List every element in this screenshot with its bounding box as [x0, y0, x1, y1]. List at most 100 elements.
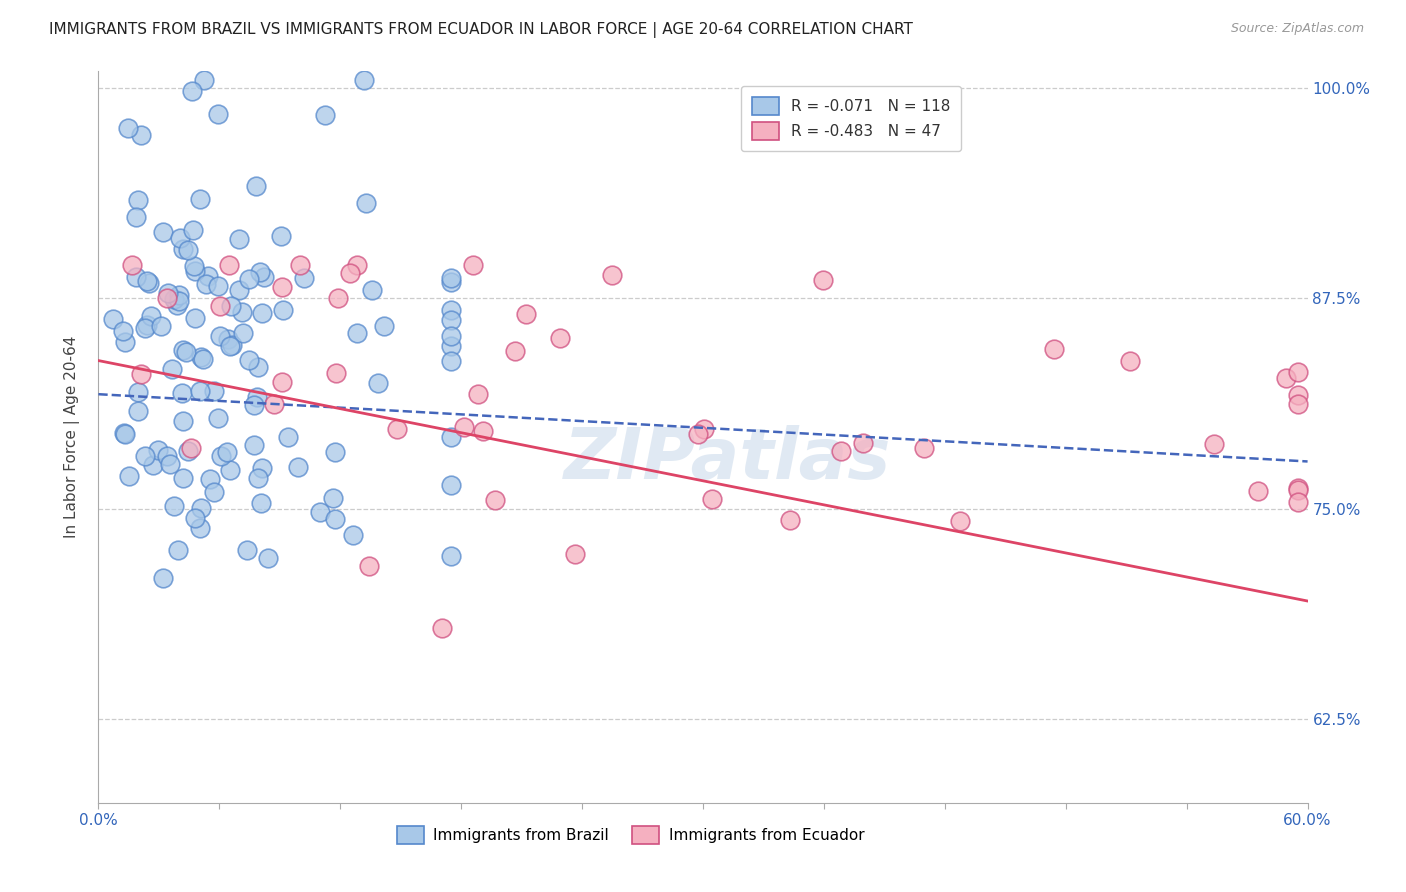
Point [357, 559, 380, 574]
Point [326, 291, 349, 305]
Point [152, 225, 174, 239]
Point [440, 339, 463, 353]
Point [288, 258, 311, 272]
Point [354, 196, 377, 211]
Point [231, 304, 253, 318]
Point [215, 445, 238, 459]
Point [287, 459, 309, 474]
Point [548, 331, 571, 345]
Point [127, 404, 149, 418]
Y-axis label: In Labor Force | Age 20-64: In Labor Force | Age 20-64 [63, 336, 80, 538]
Point [134, 449, 156, 463]
Point [467, 387, 489, 401]
Point [688, 427, 710, 442]
Point [564, 547, 586, 561]
Point [779, 513, 801, 527]
Point [346, 326, 368, 341]
Point [188, 192, 211, 206]
Point [238, 353, 260, 368]
Point [270, 376, 292, 390]
Point [228, 283, 250, 297]
Point [440, 353, 463, 368]
Point [440, 430, 463, 444]
Point [1202, 437, 1225, 451]
Point [207, 278, 229, 293]
Point [184, 263, 207, 277]
Point [1286, 365, 1309, 379]
Point [221, 338, 243, 352]
Point [129, 367, 152, 381]
Point [177, 443, 200, 458]
Point [219, 299, 242, 313]
Point [238, 271, 260, 285]
Point [263, 397, 285, 411]
Point [190, 501, 212, 516]
Point [218, 339, 240, 353]
Point [271, 302, 294, 317]
Point [277, 430, 299, 444]
Point [181, 222, 204, 236]
Point [169, 230, 191, 244]
Point [373, 318, 395, 333]
Point [197, 269, 219, 284]
Point [190, 350, 212, 364]
Point [195, 277, 218, 291]
Point [440, 276, 463, 290]
Point [183, 259, 205, 273]
Point [127, 193, 149, 207]
Point [1286, 388, 1309, 402]
Point [211, 450, 233, 464]
Point [385, 422, 408, 436]
Point [228, 232, 250, 246]
Point [114, 426, 136, 441]
Point [180, 84, 202, 98]
Point [515, 307, 537, 321]
Point [346, 258, 368, 272]
Point [167, 293, 190, 308]
Point [342, 528, 364, 542]
Text: Source: ZipAtlas.com: Source: ZipAtlas.com [1230, 22, 1364, 36]
Point [152, 571, 174, 585]
Point [127, 384, 149, 399]
Point [172, 471, 194, 485]
Text: ZIPatlas: ZIPatlas [564, 425, 891, 493]
Point [103, 311, 125, 326]
Point [361, 283, 384, 297]
Point [193, 72, 215, 87]
Point [134, 321, 156, 335]
Point [136, 318, 159, 333]
Point [188, 521, 211, 535]
Point [440, 549, 463, 564]
Point [138, 276, 160, 290]
Point [112, 426, 135, 441]
Point [811, 273, 834, 287]
Point [353, 72, 375, 87]
Point [322, 491, 344, 505]
Point [184, 310, 207, 325]
Point [1286, 397, 1309, 411]
Point [1286, 481, 1309, 495]
Point [146, 442, 169, 457]
Point [121, 258, 143, 272]
Point [208, 299, 231, 313]
Point [180, 441, 202, 455]
Point [232, 326, 254, 340]
Point [172, 414, 194, 428]
Point [432, 621, 454, 635]
Point [117, 121, 139, 136]
Point [503, 343, 526, 358]
Point [156, 291, 179, 305]
Point [170, 385, 193, 400]
Point [169, 288, 191, 302]
Point [125, 269, 148, 284]
Point [218, 258, 240, 272]
Point [250, 306, 273, 320]
Point [246, 390, 269, 404]
Point [242, 398, 264, 412]
Point [166, 298, 188, 312]
Point [440, 302, 463, 317]
Point [142, 458, 165, 472]
Point [184, 511, 207, 525]
Point [1043, 342, 1066, 356]
Point [912, 442, 935, 456]
